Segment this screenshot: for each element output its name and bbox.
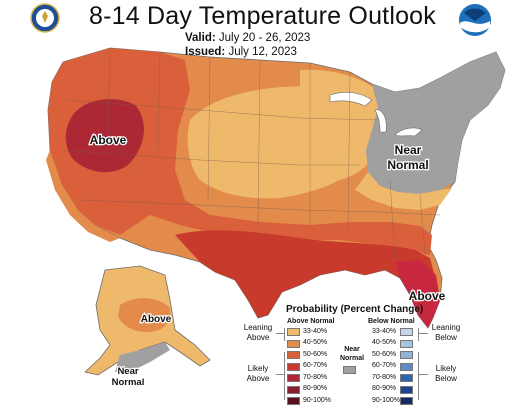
issued-value: July 12, 2023 [228,46,297,58]
legend-below-label: 60-70% [372,362,397,369]
northeast-near-normal [366,52,505,194]
legend-below-swatch [400,339,413,348]
bracket-lean-below [418,333,428,334]
label-northeast-near-normal-2: Normal [387,158,428,172]
legend-above-label: 90-100% [303,396,332,404]
legend-below-swatch [400,328,413,336]
legend-below-swatch [400,351,413,359]
label-alaska-near-1: Near [117,366,138,377]
bracket-lean-above [276,333,284,334]
bracket-likely-above [276,374,284,375]
legend-above-swatch [287,397,300,405]
alaska-near-normal [115,342,170,372]
valid-value: July 20 - 26, 2023 [218,32,311,44]
legend-below-swatch [400,362,413,371]
legend-likely-above: Likely Above [246,364,270,383]
label-northeast-near-normal-1: Near [395,143,422,157]
legend-below-header: Below Normal [368,318,415,325]
alaska-40-50 [118,298,171,333]
bracket-likely-above-v [284,352,285,400]
legend-above-label: 50-60% [303,350,328,358]
legend-above-swatch [287,362,300,371]
legend-below-label: 33-40% [372,327,397,335]
near-plains-lean-above [187,86,380,199]
south-likely-above [175,230,436,318]
legend-above-label: 33-40% [303,327,328,335]
legend-below-label: 90-100% [372,396,401,404]
issued-row: Issued: July 12, 2023 [185,46,297,58]
label-alaska-above: Above [141,314,172,325]
legend-above-label: 60-70% [303,362,328,369]
florida-likely-above [395,260,440,328]
legend-leaning-below: Leaning Below [431,323,461,342]
legend-above-label: 40-50% [303,339,328,346]
legend-title: Probability (Percent Change) [286,304,424,315]
page-title: 8-14 Day Temperature Outlook [89,2,436,30]
label-florida-above: Above [409,289,446,303]
state-borders [59,47,441,261]
west-likely-above [48,48,432,255]
legend-below-label: 70-80% [372,373,397,381]
bracket-likely-below [418,374,428,375]
bracket-lean-above-v [284,328,285,341]
legend-above-swatch [287,351,300,359]
issued-label: Issued: [185,46,226,58]
legend-above-swatch [287,385,300,394]
legend-below-label: 40-50% [372,339,397,346]
legend-above-label: 70-80% [303,373,328,381]
mid-atlantic-lean-above [355,172,452,210]
legend-leaning-above: Leaning Above [243,323,273,342]
legend-above-swatch [287,339,300,348]
legend-near-header: Near Normal [339,346,365,362]
legend-likely-below: Likely Below [435,364,457,383]
west-core-likely-above [65,99,144,173]
label-west-above: Above [90,133,127,147]
label-alaska-near-2: Normal [112,377,145,388]
legend-above-label: 80-90% [303,385,328,392]
legend-below-swatch [400,385,413,394]
california-coast-lean [46,150,120,242]
legend-below-swatch [400,397,413,405]
bracket-lean-below-v [418,328,419,341]
legend-near-swatch [343,366,356,374]
legend-below-label: 80-90% [372,385,397,392]
commerce-seal-icon [30,3,60,33]
noaa-logo-icon [459,4,491,36]
valid-row: Valid: July 20 - 26, 2023 [185,32,310,44]
upper-midwest-lean-above [300,69,387,160]
legend-above-swatch [287,328,300,336]
valid-label: Valid: [185,32,216,44]
bracket-likely-below-v [418,352,419,400]
legend-above-header: Above Normal [287,318,335,325]
legend-above-swatch [287,374,300,382]
legend-below-swatch [400,374,413,382]
legend-below-label: 50-60% [372,350,397,358]
great-lakes [329,91,423,137]
